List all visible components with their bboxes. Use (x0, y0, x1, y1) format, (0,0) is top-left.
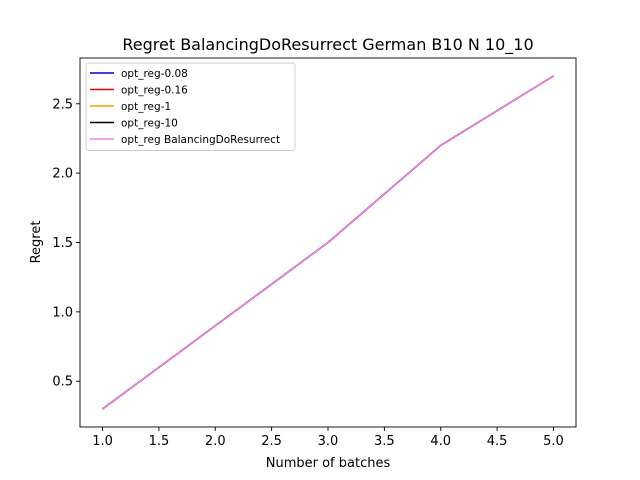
chart-title: Regret BalancingDoResurrect German B10 N… (122, 35, 533, 55)
x-tick-label: 5.0 (543, 434, 564, 449)
x-tick-label: 2.0 (205, 434, 226, 449)
x-axis-label: Number of batches (266, 456, 391, 471)
y-axis-label: Regret (29, 221, 44, 264)
x-tick-label: 3.0 (318, 434, 339, 449)
legend-label: opt_reg-0.08 (121, 68, 188, 80)
legend-label: opt_reg-1 (121, 101, 171, 113)
y-tick-label: 2.0 (52, 167, 73, 182)
y-tick-label: 0.5 (52, 375, 73, 390)
series-line-4 (102, 75, 554, 410)
x-tick-label: 4.0 (430, 434, 451, 449)
legend-label: opt_reg-10 (121, 117, 178, 129)
y-axis: 0.5 1.0 1.5 2.0 2.5 (52, 97, 80, 390)
legend-box (85, 62, 296, 151)
x-tick-label: 3.5 (374, 434, 395, 449)
y-tick-label: 1.5 (52, 236, 73, 251)
x-tick-label: 2.5 (261, 434, 282, 449)
y-tick-label: 2.5 (52, 97, 73, 112)
y-tick-label: 1.0 (52, 305, 73, 320)
legend-label: opt_reg-0.16 (121, 84, 188, 96)
series-layer (102, 75, 554, 410)
legend: opt_reg-0.08 opt_reg-0.16 opt_reg-1 opt_reg… (85, 62, 296, 151)
x-axis: 1.0 1.5 2.0 2.5 3.0 3.5 4.0 4.5 5.0 (92, 427, 564, 449)
legend-label: opt_reg BalancingDoResurrect (121, 134, 280, 146)
x-tick-label: 1.0 (92, 434, 113, 449)
x-tick-label: 1.5 (149, 434, 170, 449)
x-tick-label: 4.5 (487, 434, 508, 449)
